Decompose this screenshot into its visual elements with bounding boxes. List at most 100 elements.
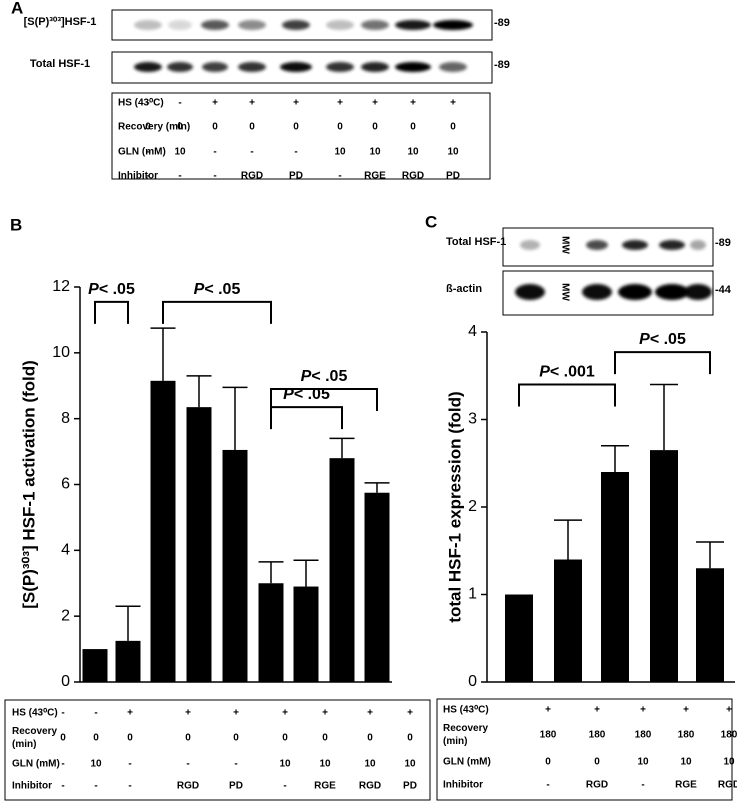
table-cell: + bbox=[683, 705, 689, 716]
blot-band bbox=[168, 20, 192, 30]
table-cell: 0 bbox=[450, 122, 456, 133]
table-cell: 0 bbox=[93, 733, 99, 744]
table-cell: 0 bbox=[249, 122, 255, 133]
blot-band bbox=[361, 62, 389, 72]
table-cell: + bbox=[450, 98, 456, 109]
bar bbox=[293, 586, 319, 682]
significance-bracket bbox=[270, 406, 343, 430]
table-cell: - bbox=[61, 708, 64, 719]
blot-band bbox=[586, 240, 608, 250]
table-cell: 0 bbox=[293, 122, 299, 133]
table-cell: - bbox=[641, 780, 644, 791]
table-cell: - bbox=[338, 171, 341, 182]
y-axis-label: [S(P)³⁰³] HSF-1 activation (fold) bbox=[19, 360, 38, 609]
table-cell: 180 bbox=[540, 730, 557, 741]
bar bbox=[650, 450, 678, 682]
table-row-label: Recovery bbox=[443, 723, 488, 734]
table-cell: 0 bbox=[185, 733, 191, 744]
table-cell: 0 bbox=[367, 733, 373, 744]
bar bbox=[601, 472, 629, 682]
table-cell: - bbox=[146, 171, 149, 182]
blot-band bbox=[238, 62, 266, 72]
blot-band bbox=[659, 240, 685, 250]
table-cell: 0 bbox=[545, 757, 551, 768]
table-cell: PD bbox=[446, 171, 460, 182]
table-cell: 0 bbox=[127, 733, 133, 744]
table-cell: RGD bbox=[718, 780, 737, 791]
blot-band bbox=[238, 20, 266, 30]
y-tick-label: 2 bbox=[61, 607, 70, 624]
blot-band bbox=[690, 240, 706, 250]
blot-band bbox=[622, 240, 648, 250]
bar bbox=[554, 559, 582, 682]
table-cell: 0 bbox=[233, 733, 239, 744]
significance-bracket bbox=[518, 383, 616, 407]
y-tick-label: 1 bbox=[468, 586, 477, 603]
table-cell: - bbox=[146, 98, 149, 109]
bar bbox=[364, 492, 390, 682]
table-cell: - bbox=[234, 759, 237, 770]
bar bbox=[329, 458, 355, 682]
significance-label: P< .001 bbox=[539, 364, 595, 381]
blot-band bbox=[167, 62, 193, 72]
table-cell: RGE bbox=[314, 781, 336, 792]
blot-lane-text: MW bbox=[559, 236, 570, 254]
table-cell: + bbox=[293, 98, 299, 109]
panel-label: C bbox=[425, 212, 437, 231]
bar bbox=[505, 594, 533, 682]
blot-band bbox=[684, 284, 712, 300]
table-cell: + bbox=[372, 98, 378, 109]
table-cell: - bbox=[146, 147, 149, 158]
panel-label: A bbox=[11, 0, 23, 17]
bar bbox=[150, 380, 176, 682]
table-cell: RGD bbox=[177, 781, 199, 792]
bar bbox=[258, 583, 284, 682]
blot-band bbox=[582, 284, 612, 300]
table-cell: 0 bbox=[282, 733, 288, 744]
table-cell: 180 bbox=[589, 730, 606, 741]
blot-band bbox=[134, 20, 162, 30]
table-cell: - bbox=[294, 147, 297, 158]
table-cell: - bbox=[213, 147, 216, 158]
table-row-label: (min) bbox=[12, 739, 36, 750]
table-cell: 10 bbox=[90, 759, 102, 770]
table-cell: + bbox=[640, 705, 646, 716]
table-cell: + bbox=[410, 98, 416, 109]
blot-label: Total HSF-1 bbox=[446, 236, 506, 248]
table-cell: - bbox=[213, 171, 216, 182]
table-cell: + bbox=[726, 705, 732, 716]
table-cell: RGD bbox=[586, 780, 608, 791]
table-cell: - bbox=[94, 781, 97, 792]
table-cell: + bbox=[127, 708, 133, 719]
bar bbox=[115, 640, 141, 682]
table-cell: RGE bbox=[364, 171, 386, 182]
blot-mw: -44 bbox=[715, 284, 732, 296]
blot-mw: -89 bbox=[715, 237, 731, 249]
table-cell: - bbox=[186, 759, 189, 770]
table-frame bbox=[436, 698, 733, 801]
significance-label: P< .05 bbox=[639, 331, 686, 348]
blot-band bbox=[520, 240, 540, 250]
table-cell: - bbox=[178, 171, 181, 182]
table-cell: - bbox=[61, 781, 64, 792]
table-cell: RGE bbox=[675, 780, 697, 791]
blot-band bbox=[202, 62, 228, 72]
blot-band bbox=[433, 20, 473, 30]
table-cell: - bbox=[250, 147, 253, 158]
bar bbox=[186, 407, 212, 682]
blot-band bbox=[134, 62, 162, 72]
table-cell: 0 bbox=[60, 733, 66, 744]
table-cell: 10 bbox=[723, 757, 735, 768]
table-cell: 0 bbox=[407, 733, 413, 744]
table-row-label: GLN (mM) bbox=[118, 147, 166, 158]
table-cell: + bbox=[212, 98, 218, 109]
table-cell: - bbox=[546, 780, 549, 791]
table-cell: + bbox=[407, 708, 413, 719]
table-cell: 10 bbox=[680, 757, 692, 768]
table-cell: PD bbox=[229, 781, 243, 792]
blot-band bbox=[515, 284, 545, 300]
y-tick-label: 3 bbox=[468, 411, 477, 428]
significance-label: P< .05 bbox=[88, 281, 135, 298]
table-cell: + bbox=[233, 708, 239, 719]
